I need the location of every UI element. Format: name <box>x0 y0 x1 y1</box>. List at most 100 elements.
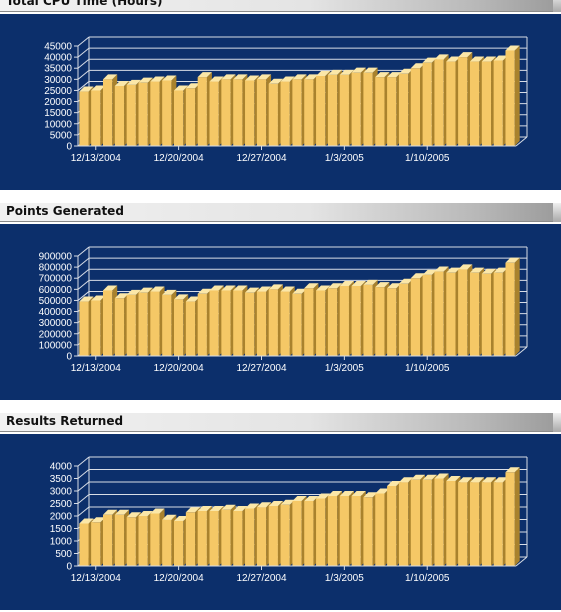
bar-front <box>446 481 456 566</box>
bar-top <box>91 295 106 301</box>
y-tick-label: 800000 <box>39 263 73 274</box>
bar-front <box>233 79 243 146</box>
bar-top <box>256 74 272 80</box>
y-tick-label: 30000 <box>44 75 72 86</box>
bar-front <box>221 79 231 146</box>
y-tick-label: 20000 <box>44 97 72 108</box>
bar-front <box>351 72 361 146</box>
bar-top <box>469 56 485 62</box>
bar-top <box>446 267 461 273</box>
x-tick-label: 1/10/2005 <box>405 153 450 164</box>
bar-front <box>410 68 420 146</box>
bar-front <box>316 290 326 356</box>
x-tick-label: 1/3/2005 <box>325 153 364 164</box>
bar-front <box>91 90 101 146</box>
y-tick-label: 3000 <box>50 487 73 498</box>
bar <box>505 467 520 566</box>
bar-front <box>410 278 420 356</box>
x-tick-label: 12/27/2004 <box>236 153 286 164</box>
gridline-depth <box>77 481 90 492</box>
bar-top <box>363 67 378 73</box>
bar-top <box>256 502 272 508</box>
bar-top <box>375 282 390 288</box>
y-tick-label: 700000 <box>39 274 73 285</box>
gridline-depth <box>77 257 90 268</box>
bar-top <box>102 509 118 515</box>
x-tick-label: 12/13/2004 <box>71 363 121 374</box>
bar-front <box>233 511 243 566</box>
bar-top <box>458 264 473 270</box>
bar-top <box>446 56 461 62</box>
bar-front <box>327 288 338 356</box>
x-tick-label: 1/10/2005 <box>405 363 450 374</box>
y-tick-label: 40000 <box>44 53 72 64</box>
bar-front <box>197 511 207 566</box>
y-tick-label: 25000 <box>44 86 72 97</box>
gridline-depth <box>77 36 90 47</box>
bar-top <box>505 257 520 263</box>
y-tick-label: 1500 <box>50 524 73 535</box>
bar-front <box>458 269 468 356</box>
bar-top <box>327 69 343 75</box>
x-tick-label: 12/27/2004 <box>236 573 286 584</box>
bar-top <box>162 75 177 81</box>
bar-top <box>233 506 248 511</box>
bar-front <box>280 81 290 146</box>
bar-top <box>79 86 94 92</box>
bar-top <box>363 492 378 498</box>
gridline-depth <box>77 69 90 80</box>
bar-top <box>422 474 437 480</box>
bar-top <box>363 279 378 285</box>
bar-top <box>102 74 118 80</box>
bar-top <box>79 518 94 524</box>
bar-front <box>398 482 409 566</box>
bar-top <box>398 68 414 74</box>
bar-top <box>316 493 331 499</box>
bar-front <box>304 288 314 356</box>
bar-top <box>79 296 94 302</box>
bar-front <box>339 286 349 356</box>
bar-front <box>280 504 290 566</box>
bar-top <box>375 488 390 494</box>
bar-top <box>304 74 319 80</box>
bar-top <box>245 287 260 293</box>
bar-top <box>233 285 248 291</box>
bar-top <box>138 287 153 293</box>
bar-top <box>493 267 508 273</box>
bar-front <box>102 514 113 566</box>
bar-front <box>174 90 184 146</box>
bar-top <box>138 511 153 516</box>
bar-front <box>174 521 184 566</box>
bar-front <box>245 80 255 146</box>
y-tick-label: 200000 <box>39 329 73 340</box>
bar-top <box>458 52 473 58</box>
y-tick-label: 300000 <box>39 318 73 329</box>
bar-top <box>174 516 189 521</box>
x-tick-label: 1/10/2005 <box>405 573 450 584</box>
bar-front <box>422 479 432 566</box>
bar-front <box>493 272 503 356</box>
bar-front <box>138 292 148 356</box>
bar-top <box>446 476 461 481</box>
bar-top <box>245 503 260 509</box>
bar-top <box>339 491 354 496</box>
bar-front <box>79 91 89 146</box>
bar-front <box>351 496 361 566</box>
bar-side <box>514 257 520 356</box>
bar-top <box>174 85 189 91</box>
bar-front <box>185 301 196 356</box>
bar-front <box>126 294 136 356</box>
bar-top <box>185 83 201 89</box>
bar-front <box>91 300 101 356</box>
bar-top <box>505 45 520 51</box>
bar-top <box>292 74 307 80</box>
bar-front <box>363 72 373 146</box>
bar-top <box>126 289 141 295</box>
bar-front <box>209 511 219 566</box>
bar-front <box>91 522 101 566</box>
bar-front <box>79 301 89 356</box>
bar-front <box>375 287 385 356</box>
bar-top <box>422 269 437 275</box>
bar-front <box>327 74 338 146</box>
